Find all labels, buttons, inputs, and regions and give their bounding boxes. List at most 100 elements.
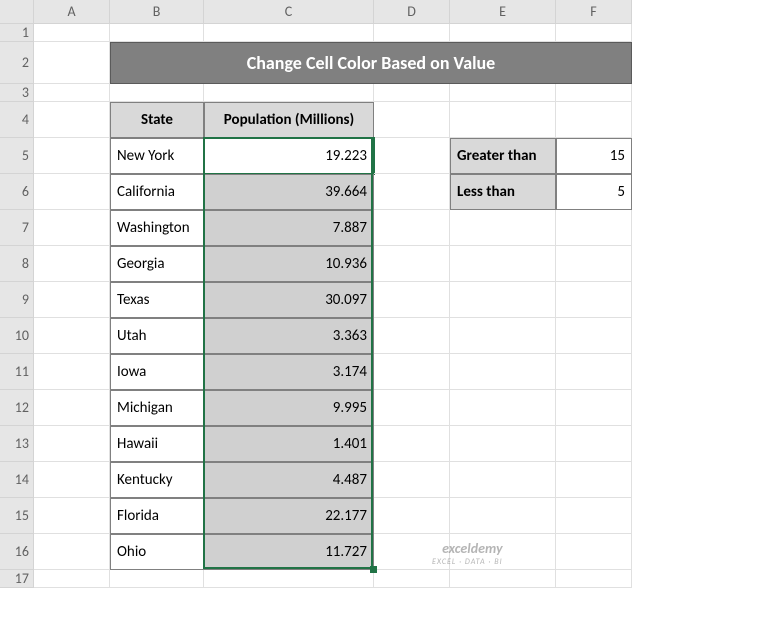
empty-cell[interactable] (374, 138, 450, 174)
empty-cell[interactable] (110, 570, 204, 588)
empty-cell[interactable] (34, 210, 110, 246)
empty-cell[interactable] (556, 426, 632, 462)
empty-cell[interactable] (34, 282, 110, 318)
population-cell[interactable]: 3.363 (204, 318, 374, 354)
population-cell[interactable]: 11.727 (204, 534, 374, 570)
empty-cell[interactable] (204, 84, 374, 102)
population-cell[interactable]: 10.936 (204, 246, 374, 282)
empty-cell[interactable] (556, 498, 632, 534)
empty-cell[interactable] (556, 84, 632, 102)
empty-cell[interactable] (34, 570, 110, 588)
empty-cell[interactable] (374, 210, 450, 246)
empty-cell[interactable] (450, 426, 556, 462)
empty-cell[interactable] (204, 24, 374, 42)
row-header-6[interactable]: 6 (0, 174, 34, 210)
column-header-A[interactable]: A (34, 0, 110, 24)
population-cell[interactable]: 39.664 (204, 174, 374, 210)
empty-cell[interactable] (556, 246, 632, 282)
row-header-16[interactable]: 16 (0, 534, 34, 570)
empty-cell[interactable] (450, 246, 556, 282)
population-cell[interactable]: 30.097 (204, 282, 374, 318)
row-header-10[interactable]: 10 (0, 318, 34, 354)
population-cell[interactable]: 1.401 (204, 426, 374, 462)
column-header-F[interactable]: F (556, 0, 632, 24)
empty-cell[interactable] (34, 426, 110, 462)
empty-cell[interactable] (34, 354, 110, 390)
empty-cell[interactable] (34, 390, 110, 426)
row-header-14[interactable]: 14 (0, 462, 34, 498)
select-all-corner[interactable] (0, 0, 34, 24)
empty-cell[interactable] (556, 210, 632, 246)
population-cell[interactable]: 7.887 (204, 210, 374, 246)
empty-cell[interactable] (34, 138, 110, 174)
cell-grid[interactable]: Change Cell Color Based on ValueStatePop… (34, 24, 632, 588)
row-header-7[interactable]: 7 (0, 210, 34, 246)
row-header-11[interactable]: 11 (0, 354, 34, 390)
column-header-D[interactable]: D (374, 0, 450, 24)
empty-cell[interactable] (34, 534, 110, 570)
population-cell[interactable]: 19.223 (204, 138, 374, 174)
state-cell[interactable]: Utah (110, 318, 204, 354)
empty-cell[interactable] (556, 354, 632, 390)
empty-cell[interactable] (110, 24, 204, 42)
empty-cell[interactable] (556, 462, 632, 498)
row-header-3[interactable]: 3 (0, 84, 34, 102)
empty-cell[interactable] (450, 24, 556, 42)
empty-cell[interactable] (374, 282, 450, 318)
empty-cell[interactable] (556, 318, 632, 354)
empty-cell[interactable] (450, 318, 556, 354)
state-cell[interactable]: Iowa (110, 354, 204, 390)
column-header-E[interactable]: E (450, 0, 556, 24)
empty-cell[interactable] (374, 84, 450, 102)
less-than-value[interactable]: 5 (556, 174, 632, 210)
empty-cell[interactable] (374, 570, 450, 588)
empty-cell[interactable] (450, 462, 556, 498)
empty-cell[interactable] (110, 84, 204, 102)
state-cell[interactable]: Florida (110, 498, 204, 534)
row-header-13[interactable]: 13 (0, 426, 34, 462)
empty-cell[interactable] (450, 534, 556, 570)
state-cell[interactable]: New York (110, 138, 204, 174)
empty-cell[interactable] (374, 390, 450, 426)
state-cell[interactable]: Ohio (110, 534, 204, 570)
empty-cell[interactable] (34, 174, 110, 210)
row-header-8[interactable]: 8 (0, 246, 34, 282)
row-header-12[interactable]: 12 (0, 390, 34, 426)
empty-cell[interactable] (556, 102, 632, 138)
empty-cell[interactable] (34, 318, 110, 354)
state-cell[interactable]: Hawaii (110, 426, 204, 462)
empty-cell[interactable] (556, 534, 632, 570)
empty-cell[interactable] (34, 462, 110, 498)
empty-cell[interactable] (450, 570, 556, 588)
state-cell[interactable]: Michigan (110, 390, 204, 426)
empty-cell[interactable] (204, 570, 374, 588)
empty-cell[interactable] (374, 318, 450, 354)
population-cell[interactable]: 22.177 (204, 498, 374, 534)
population-cell[interactable]: 9.995 (204, 390, 374, 426)
empty-cell[interactable] (556, 570, 632, 588)
row-header-15[interactable]: 15 (0, 498, 34, 534)
empty-cell[interactable] (374, 102, 450, 138)
empty-cell[interactable] (374, 246, 450, 282)
state-cell[interactable]: Washington (110, 210, 204, 246)
column-header-C[interactable]: C (204, 0, 374, 24)
empty-cell[interactable] (450, 354, 556, 390)
state-cell[interactable]: California (110, 174, 204, 210)
empty-cell[interactable] (450, 102, 556, 138)
empty-cell[interactable] (450, 210, 556, 246)
row-header-4[interactable]: 4 (0, 102, 34, 138)
state-cell[interactable]: Georgia (110, 246, 204, 282)
empty-cell[interactable] (556, 282, 632, 318)
empty-cell[interactable] (450, 390, 556, 426)
empty-cell[interactable] (34, 24, 110, 42)
empty-cell[interactable] (374, 534, 450, 570)
empty-cell[interactable] (374, 498, 450, 534)
state-cell[interactable]: Texas (110, 282, 204, 318)
row-header-9[interactable]: 9 (0, 282, 34, 318)
population-cell[interactable]: 4.487 (204, 462, 374, 498)
empty-cell[interactable] (374, 354, 450, 390)
empty-cell[interactable] (34, 498, 110, 534)
empty-cell[interactable] (34, 42, 110, 84)
state-cell[interactable]: Kentucky (110, 462, 204, 498)
empty-cell[interactable] (374, 462, 450, 498)
